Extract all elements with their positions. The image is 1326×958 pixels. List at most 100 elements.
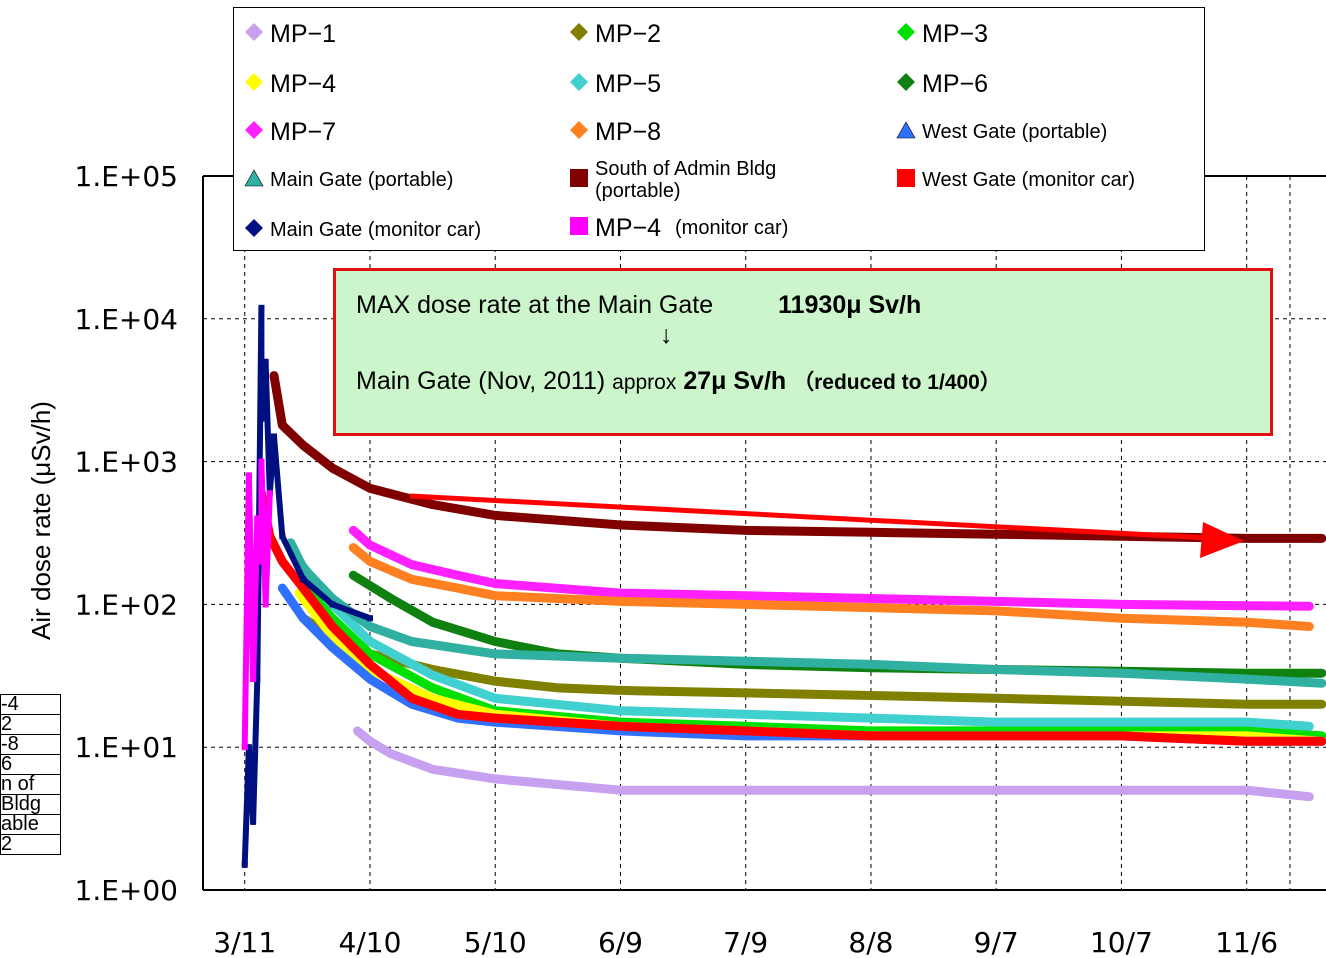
data-point [387, 595, 394, 602]
y-tick-label: 1.E+00 [75, 874, 179, 907]
data-point [492, 695, 499, 702]
data-point [454, 711, 461, 718]
data-point [617, 723, 624, 730]
data-point [742, 723, 749, 730]
legend-item: MP−7 [244, 118, 336, 147]
data-point [300, 615, 307, 622]
legend-label: MP−5 [595, 70, 662, 98]
data-point [993, 598, 1000, 605]
diamond-marker-icon [569, 22, 589, 47]
data-point [408, 561, 415, 568]
data-point [1243, 535, 1250, 542]
data-point [492, 678, 499, 685]
data-point [742, 527, 749, 534]
square-marker-icon [569, 168, 589, 193]
data-point [1306, 603, 1313, 610]
data-point [408, 701, 415, 708]
data-point [742, 787, 749, 794]
legend-item: MP−8 [569, 118, 661, 147]
data-point [366, 650, 373, 657]
annotation-box: MAX dose rate at the Main Gate 11930μ Sv… [333, 268, 1273, 436]
series-layer [241, 304, 1326, 868]
data-point [266, 490, 273, 497]
data-point [492, 512, 499, 519]
data-point [1243, 701, 1250, 708]
series-line-7 [348, 543, 1314, 631]
legend-label: MP−7 [270, 118, 337, 146]
legend-label-suffix: (monitor car) [675, 217, 789, 239]
series-line-9 [286, 538, 1326, 688]
data-point [742, 658, 749, 665]
data-point [300, 564, 307, 571]
legend-item: Main Gate (portable) [244, 168, 453, 193]
y-tick-label: 1.E+05 [75, 160, 179, 193]
data-point [245, 744, 252, 751]
side-table-cell: n of [0, 774, 61, 795]
series-line-4 [294, 556, 1314, 731]
y-tick-label: 1.E+02 [75, 588, 179, 621]
data-point [742, 592, 749, 599]
data-point [742, 727, 749, 734]
data-point [329, 623, 336, 630]
data-point [1118, 670, 1125, 677]
data-point [1118, 732, 1125, 739]
data-point [1306, 793, 1313, 800]
data-point [617, 598, 624, 605]
data-point [429, 695, 436, 702]
data-point [867, 727, 874, 734]
x-tick-label: 7/9 [723, 926, 768, 958]
data-point [1243, 732, 1250, 739]
legend-label: West Gate (monitor car) [922, 169, 1136, 191]
data-point [329, 644, 336, 651]
data-point [993, 787, 1000, 794]
legend-label: MP−4 [595, 214, 662, 242]
legend-item: MP−4 [244, 70, 336, 99]
data-point [993, 732, 1000, 739]
legend-item: Main Gate (monitor car) [244, 218, 481, 243]
data-point [258, 458, 265, 465]
data-point [329, 601, 336, 608]
side-table-fragment: -4 2 -8 6 n of Bldg able 2 [0, 694, 61, 855]
y-tick-label: 1.E+03 [75, 446, 179, 479]
legend-label: MP−6 [922, 70, 989, 98]
diamond-marker-icon [569, 72, 589, 97]
data-point [867, 732, 874, 739]
data-point [366, 485, 373, 492]
data-point [279, 422, 286, 429]
data-point [279, 533, 286, 540]
data-point [492, 775, 499, 782]
data-point [258, 304, 265, 311]
data-point [1243, 670, 1250, 677]
diamond-marker-icon [244, 218, 264, 243]
data-point [617, 727, 624, 734]
legend-label: South of Admin Bldg (portable) [595, 158, 777, 202]
data-point [329, 595, 336, 602]
data-point [279, 558, 286, 565]
side-table-cell: 6 [0, 754, 61, 775]
x-tick-label: 11/6 [1215, 926, 1278, 958]
data-point [742, 601, 749, 608]
data-point [867, 529, 874, 536]
data-point [1118, 727, 1125, 734]
data-point [279, 585, 286, 592]
series-line-6 [348, 525, 1314, 611]
data-point [350, 572, 357, 579]
data-point [354, 727, 361, 734]
data-point [1118, 533, 1125, 540]
y-axis-label: Air dose rate (μSv/h) [26, 401, 56, 640]
series-line-0 [353, 726, 1314, 802]
legend-item: MP−5 [569, 70, 661, 99]
data-point [1306, 623, 1313, 630]
diamond-marker-icon [896, 72, 916, 97]
data-point [454, 585, 461, 592]
data-point [408, 576, 415, 583]
triangle-marker-icon [896, 120, 916, 145]
legend-item: MP−6 [896, 70, 988, 99]
data-point [366, 676, 373, 683]
data-point [387, 750, 394, 757]
data-point [1243, 727, 1250, 734]
legend-item: South of Admin Bldg (portable) [569, 158, 825, 202]
data-point [329, 465, 336, 472]
data-point [1243, 719, 1250, 726]
data-point [429, 766, 436, 773]
